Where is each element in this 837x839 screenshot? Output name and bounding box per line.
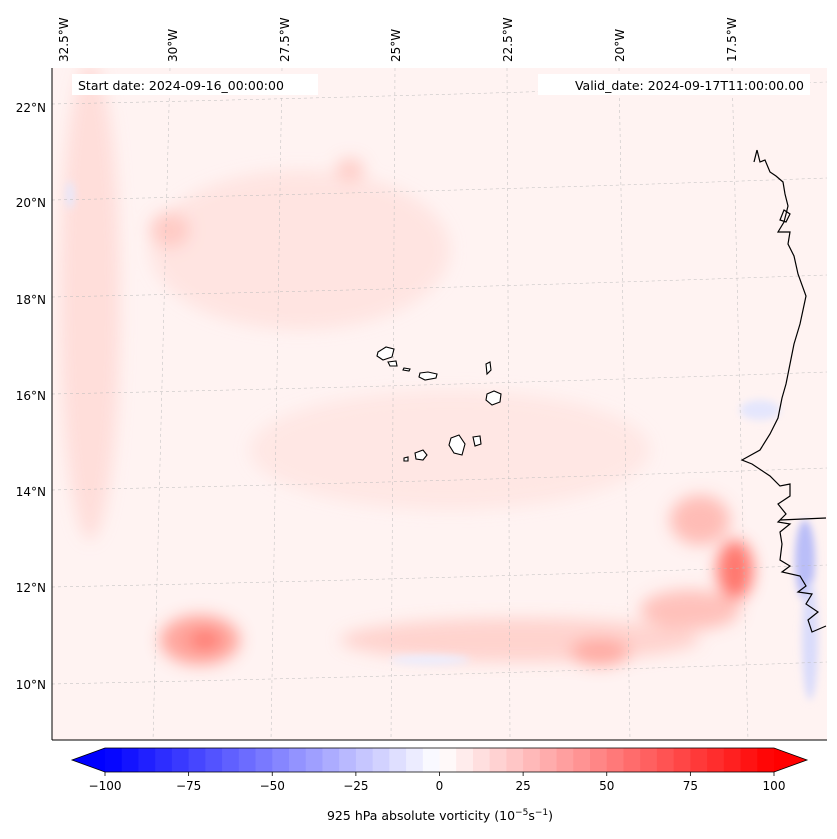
colorbar-segment	[105, 748, 123, 772]
lon-tick-label: 20°W	[613, 29, 627, 62]
colorbar-tick-label: −100	[89, 779, 122, 793]
colorbar-segment	[188, 748, 206, 772]
colorbar-segment	[472, 748, 491, 772]
colorbar-max-arrow	[774, 748, 807, 772]
colorbar-segment	[456, 748, 474, 772]
colorbar-segment	[138, 748, 156, 772]
lon-tick-label: 30°W	[166, 29, 180, 62]
coastline	[740, 149, 827, 633]
colorbar-segment	[489, 748, 507, 772]
colorbar-segment	[606, 748, 624, 772]
colorbar-segment	[707, 748, 725, 772]
lon-tick-label: 27.5°W	[278, 17, 292, 62]
colorbar-segment	[238, 748, 257, 772]
colorbar-tick-label: 75	[683, 779, 698, 793]
colorbar-tick-label: −25	[343, 779, 368, 793]
start-date-label: Start date: 2024-09-16_00:00:00	[78, 78, 284, 93]
colorbar-segment	[556, 748, 574, 772]
colorbar-segment	[272, 748, 290, 772]
map-frame	[51, 68, 827, 741]
cape-verde-islands	[376, 346, 502, 462]
lat-tick-label: 14°N	[16, 485, 46, 499]
colorbar-segment	[355, 748, 374, 772]
colorbar-segment	[389, 748, 407, 772]
colorbar-segment	[439, 748, 457, 772]
colorbar-segment	[205, 748, 223, 772]
colorbar-segment	[723, 748, 742, 772]
gridlines	[52, 68, 827, 740]
lat-tick-label: 16°N	[16, 389, 46, 403]
colorbar-segment	[422, 748, 440, 772]
colorbar-segment	[155, 748, 173, 772]
colorbar-segment	[171, 748, 190, 772]
start-date-box	[72, 74, 318, 95]
colorbar-segment	[339, 748, 357, 772]
longitude-labels: 32.5°W 30°W 27.5°W 25°W 22.5°W 20°W 17.5…	[57, 17, 739, 62]
colorbar-segment	[406, 748, 424, 772]
colorbar-segment	[255, 748, 273, 772]
colorbar-tick-label: 50	[599, 779, 614, 793]
lat-tick-label: 12°N	[16, 581, 46, 595]
colorbar-segment	[506, 748, 524, 772]
colorbar-ticks: −100 −75 −50 −25 0 25 50 75 100	[89, 772, 786, 793]
lon-tick-label: 32.5°W	[57, 17, 71, 62]
latitude-labels: 22°N 20°N 18°N 16°N 14°N 12°N 10°N	[16, 101, 46, 692]
colorbar-min-arrow	[72, 748, 105, 772]
colorbar-segment	[740, 748, 758, 772]
colorbar-segment	[523, 748, 541, 772]
colorbar-segment	[757, 748, 775, 772]
colorbar-segment	[322, 748, 340, 772]
colorbar-segment	[288, 748, 307, 772]
lat-tick-label: 18°N	[16, 293, 46, 307]
colorbar-segment	[539, 748, 558, 772]
colorbar-segment	[573, 748, 591, 772]
colorbar: −100 −75 −50 −25 0 25 50 75 100 925 hPa absolute…	[70, 747, 809, 823]
lat-tick-label: 10°N	[16, 678, 46, 692]
lon-tick-label: 25°W	[389, 29, 403, 62]
colorbar-tick-label: 25	[515, 779, 530, 793]
lat-tick-label: 22°N	[16, 101, 46, 115]
colorbar-segment	[690, 748, 708, 772]
colorbar-segment	[590, 748, 608, 772]
colorbar-tick-label: 100	[763, 779, 786, 793]
colorbar-segment	[222, 748, 240, 772]
colorbar-segment	[372, 748, 390, 772]
colorbar-segment	[656, 748, 675, 772]
colorbar-segment	[623, 748, 641, 772]
colorbar-tick-label: −50	[260, 779, 285, 793]
colorbar-title: 925 hPa absolute vorticity (10−5s−1)	[327, 808, 553, 823]
lon-tick-label: 17.5°W	[725, 17, 739, 62]
colorbar-tick-label: 0	[436, 779, 444, 793]
colorbar-segment	[305, 748, 323, 772]
vorticity-field: Start date: 2024-09-16_00:00:00 Valid_da…	[52, 68, 827, 740]
colorbar-segment	[640, 748, 658, 772]
colorbar-segment	[673, 748, 691, 772]
colorbar-tick-label: −75	[176, 779, 201, 793]
lat-tick-label: 20°N	[16, 196, 46, 210]
colorbar-segments	[105, 748, 775, 772]
valid-date-box	[538, 74, 810, 95]
colorbar-segment	[121, 748, 139, 772]
valid-date-label: Valid_date: 2024-09-17T11:00:00.00	[575, 78, 804, 93]
lon-tick-label: 22.5°W	[501, 17, 515, 62]
